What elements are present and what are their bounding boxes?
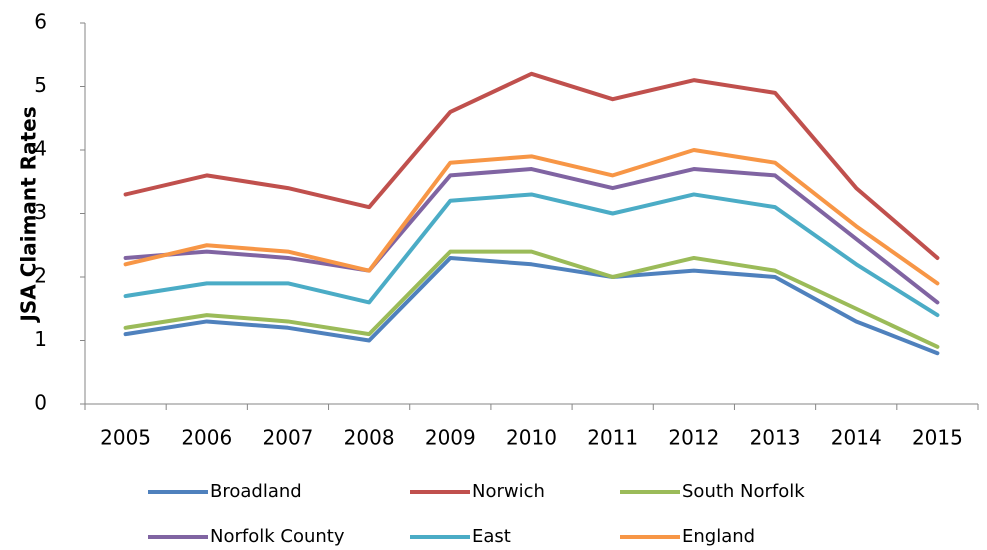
y-tick-label: 6 bbox=[34, 10, 47, 34]
y-tick-label: 2 bbox=[34, 264, 47, 288]
x-tick-label: 2013 bbox=[750, 426, 801, 450]
legend-label: East bbox=[472, 526, 511, 547]
y-tick-label: 4 bbox=[34, 137, 47, 161]
x-tick-label: 2007 bbox=[263, 426, 314, 450]
legend-label: Broadland bbox=[210, 481, 302, 502]
legend-label: Norfolk County bbox=[210, 526, 345, 547]
x-tick-label: 2011 bbox=[587, 426, 638, 450]
x-tick-label: 2009 bbox=[425, 426, 476, 450]
series-line bbox=[123, 255, 940, 356]
series-line bbox=[123, 71, 940, 260]
legend-label: England bbox=[682, 526, 755, 547]
y-tick-label: 5 bbox=[34, 73, 47, 97]
x-tick-label: 2008 bbox=[344, 426, 395, 450]
legend-label: Norwich bbox=[472, 481, 545, 502]
y-axis-label: JSA Claimant Rates bbox=[17, 106, 41, 323]
x-tick-label: 2010 bbox=[506, 426, 557, 450]
series-line bbox=[123, 148, 940, 286]
y-tick-label: 3 bbox=[34, 200, 47, 224]
x-tick-label: 2005 bbox=[100, 426, 151, 450]
x-tick-label: 2015 bbox=[912, 426, 963, 450]
legend-label: South Norfolk bbox=[682, 481, 805, 502]
series-line bbox=[123, 192, 940, 318]
y-tick-label: 1 bbox=[34, 327, 47, 351]
series-line bbox=[123, 167, 940, 305]
x-tick-label: 2014 bbox=[831, 426, 882, 450]
x-tick-label: 2006 bbox=[181, 426, 232, 450]
x-tick-label: 2012 bbox=[668, 426, 719, 450]
y-tick-label: 0 bbox=[34, 391, 47, 415]
series-line bbox=[123, 249, 940, 349]
